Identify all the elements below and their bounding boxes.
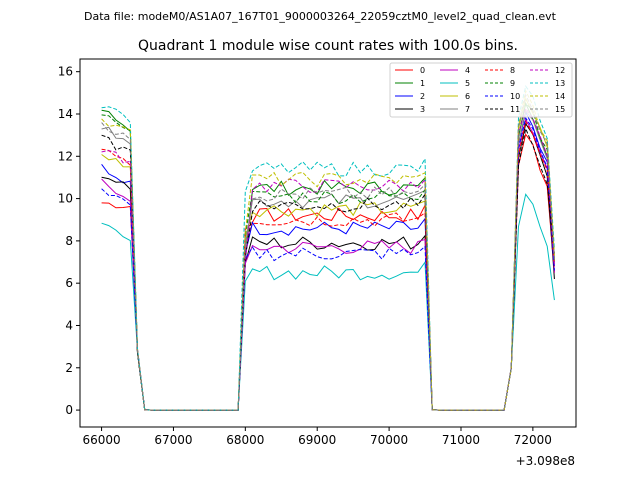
axes-frame	[79, 58, 577, 428]
legend-label-11: 11	[510, 105, 520, 114]
legend-label-10: 10	[510, 92, 520, 101]
series-line-12	[101, 107, 555, 411]
x-tick-label-66000: 66000	[82, 433, 120, 447]
legend-label-0: 0	[420, 66, 425, 75]
legend-label-8: 8	[510, 66, 515, 75]
legend-label-4: 4	[465, 66, 470, 75]
y-tick-label-2: 2	[65, 361, 73, 375]
y-tick-label-12: 12	[58, 149, 73, 163]
legend-label-5: 5	[465, 79, 470, 88]
y-tick-label-8: 8	[65, 234, 73, 248]
series-line-15	[101, 93, 555, 411]
axes: 66000 67000 68000 69000 70000 71000 72000 0 2 4 6 8…	[58, 58, 577, 447]
x-tick-label-68000: 68000	[226, 433, 264, 447]
x-tick-label-72000: 72000	[514, 433, 552, 447]
legend-label-3: 3	[420, 105, 425, 114]
legend-frame	[389, 62, 573, 118]
legend-label-1: 1	[420, 79, 425, 88]
legend-label-2: 2	[420, 92, 425, 101]
x-tick-label-67000: 67000	[154, 433, 192, 447]
legend-label-12: 12	[555, 66, 565, 75]
legend-label-15: 15	[555, 105, 565, 114]
y-tick-label-4: 4	[65, 318, 73, 332]
legend-label-14: 14	[555, 92, 565, 101]
legend-label-13: 13	[555, 79, 565, 88]
plot-area	[101, 85, 555, 411]
chart-title: Quadrant 1 module wise count rates with …	[138, 38, 518, 54]
legend-label-6: 6	[465, 92, 470, 101]
y-tick-label-16: 16	[58, 65, 73, 79]
legend-label-7: 7	[465, 105, 470, 114]
x-tick-label-71000: 71000	[442, 433, 480, 447]
x-tick-label-69000: 69000	[298, 433, 336, 447]
y-tick-label-6: 6	[65, 276, 73, 290]
x-axis-offset-label: +3.098e8	[516, 454, 575, 468]
legend-label-9: 9	[510, 79, 515, 88]
y-tick-label-10: 10	[58, 192, 73, 206]
y-tick-label-14: 14	[58, 107, 73, 121]
y-tick-label-0: 0	[65, 403, 73, 417]
x-tick-label-70000: 70000	[370, 433, 408, 447]
data-file-suptitle: Data file: modeM0/AS1A07_167T01_90000032…	[84, 10, 557, 23]
